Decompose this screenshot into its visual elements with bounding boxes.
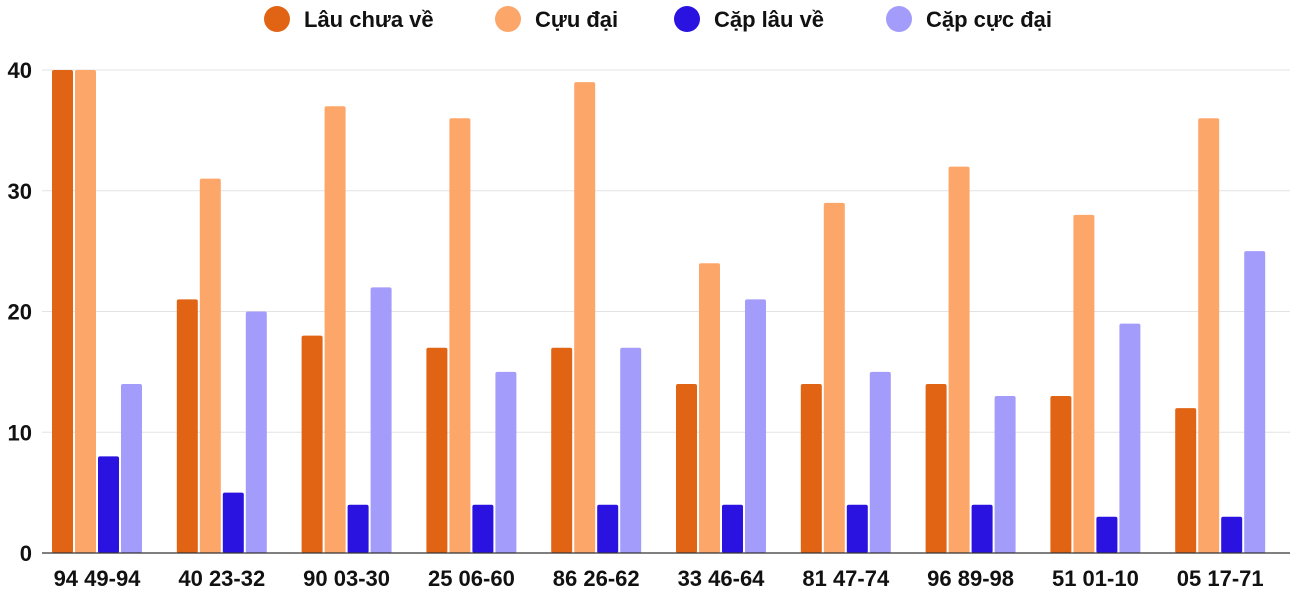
bar-1-6 <box>676 383 697 553</box>
bar-2-8 <box>948 166 970 553</box>
bars <box>52 70 1266 554</box>
x-axis-labels: 94 49-94 40 23-32 90 03-30 25 06-60 86 26-62… <box>54 566 1264 591</box>
bar-4-10 <box>1244 251 1266 553</box>
bar-2-7 <box>823 202 845 553</box>
bar-1-1 <box>52 70 73 553</box>
bar-4-9 <box>1119 323 1141 553</box>
y-tick-label: 40 <box>8 58 32 83</box>
bar-3-3 <box>347 504 369 553</box>
legend-swatch <box>264 6 290 32</box>
legend-swatch <box>886 6 912 32</box>
bar-3-7 <box>846 504 868 553</box>
bar-4-8 <box>994 396 1016 553</box>
bar-3-10 <box>1221 516 1243 553</box>
y-tick-label: 20 <box>8 300 32 325</box>
bar-1-10 <box>1175 408 1197 553</box>
bar-1-9 <box>1050 396 1072 553</box>
bar-4-7 <box>869 371 891 553</box>
bar-1-4 <box>426 347 448 553</box>
x-tick-label: 05 17-71 <box>1177 566 1264 591</box>
legend: Lâu chưa về Cựu đại Cặp lâu về Cặp cực đại <box>264 6 1052 32</box>
gridlines <box>42 69 1290 433</box>
x-tick-label: 25 06-60 <box>428 566 515 591</box>
x-tick-label: 90 03-30 <box>303 566 390 591</box>
legend-label: Cựu đại <box>535 7 618 32</box>
x-tick-label: 96 89-98 <box>927 566 1014 591</box>
y-axis-ticks: 0 10 20 30 40 <box>8 58 32 566</box>
bar-2-1 <box>75 70 96 553</box>
bar-1-5 <box>551 347 573 553</box>
bar-4-3 <box>370 287 392 553</box>
legend-swatch <box>674 6 700 32</box>
bar-3-5 <box>597 504 619 553</box>
bar-1-8 <box>925 383 947 553</box>
bar-2-4 <box>449 118 471 554</box>
y-tick-label: 30 <box>8 179 32 204</box>
y-tick-label: 10 <box>8 420 32 445</box>
bar-2-3 <box>324 106 346 553</box>
bar-1-7 <box>800 383 822 553</box>
x-tick-label: 81 47-74 <box>802 566 890 591</box>
x-tick-label: 33 46-64 <box>678 566 766 591</box>
bar-4-2 <box>245 311 267 553</box>
bar-3-2 <box>222 492 244 553</box>
y-tick-label: 0 <box>20 541 32 566</box>
x-tick-label: 51 01-10 <box>1052 566 1139 591</box>
bar-3-1 <box>98 456 119 553</box>
bar-2-9 <box>1073 214 1095 553</box>
x-tick-label: 94 49-94 <box>54 566 142 591</box>
legend-label: Lâu chưa về <box>304 7 434 32</box>
bar-3-4 <box>472 504 494 553</box>
bar-4-6 <box>745 299 766 553</box>
legend-label: Cặp lâu về <box>714 7 824 32</box>
x-tick-label: 86 26-62 <box>553 566 640 591</box>
bar-3-9 <box>1096 516 1118 553</box>
bar-2-2 <box>199 178 221 554</box>
legend-swatch <box>495 6 521 32</box>
bar-3-8 <box>971 504 993 553</box>
bar-2-5 <box>574 82 596 553</box>
legend-label: Cặp cực đại <box>926 7 1052 32</box>
bar-1-3 <box>301 335 323 553</box>
bar-4-4 <box>495 371 517 553</box>
x-tick-label: 40 23-32 <box>178 566 265 591</box>
bar-4-1 <box>121 383 142 553</box>
bar-2-6 <box>699 263 720 553</box>
bar-2-10 <box>1198 118 1220 554</box>
bar-3-6 <box>722 504 743 553</box>
bar-1-2 <box>176 299 198 553</box>
bar-4-5 <box>620 347 642 553</box>
